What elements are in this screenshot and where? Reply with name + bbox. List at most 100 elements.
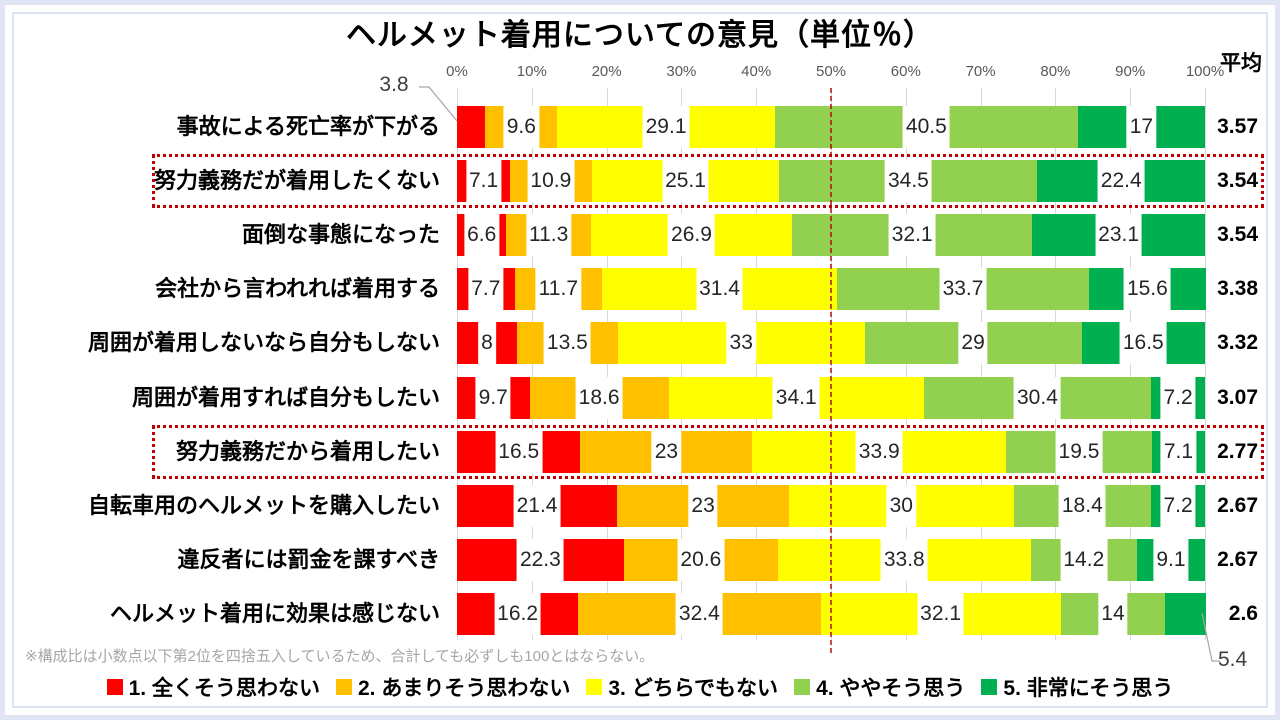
value-label: 40.5 xyxy=(902,106,950,148)
axis-tick-label: 0% xyxy=(446,63,468,80)
value-label: 7.2 xyxy=(1160,485,1196,527)
bar-segment-series5 xyxy=(1165,593,1206,635)
legend-label: 3. どちらでもない xyxy=(608,677,779,700)
average-column-header: 平均 xyxy=(1220,52,1262,75)
value-label: 8 xyxy=(478,322,496,364)
value-label: 19.5 xyxy=(1055,431,1103,473)
value-label: 22.3 xyxy=(516,539,564,581)
value-label: 25.1 xyxy=(662,160,709,202)
value-label: 23.1 xyxy=(1095,214,1143,256)
chart-title: ヘルメット着用についての意見（単位％） xyxy=(345,19,935,52)
value-label: 30 xyxy=(886,485,916,527)
average-value: 3.07 xyxy=(1217,386,1258,409)
axis-tick-label: 70% xyxy=(965,63,996,80)
average-value: 3.32 xyxy=(1217,331,1258,354)
value-label: 7.7 xyxy=(468,268,504,310)
legend-item: 4. ややそう思う xyxy=(794,672,965,702)
value-label: 10.9 xyxy=(527,160,575,202)
category-label: 自転車用のヘルメットを購入したい xyxy=(87,493,440,518)
legend-swatch xyxy=(106,679,123,695)
axis-tick-label: 50% xyxy=(815,63,847,80)
legend-item: 3. どちらでもない xyxy=(586,672,778,702)
category-label: 違反者には罰金を課すべき xyxy=(177,547,440,572)
value-label: 29 xyxy=(958,322,988,364)
category-label: 努力義務だが着用したくない xyxy=(153,168,440,193)
value-label: 9.1 xyxy=(1153,539,1189,581)
gridline xyxy=(457,88,458,640)
highlight-box xyxy=(152,154,1264,208)
average-value: 2.77 xyxy=(1217,440,1258,463)
value-label: 31.4 xyxy=(696,268,743,310)
gridline xyxy=(1055,88,1057,640)
value-label: 7.1 xyxy=(1160,431,1197,473)
gridline xyxy=(756,88,758,640)
value-label: 6.6 xyxy=(464,214,500,256)
category-label: 面倒な事態になった xyxy=(241,222,440,247)
axis-tick-label: 100% xyxy=(1185,63,1225,80)
highlight-box xyxy=(152,425,1264,479)
value-label: 18.6 xyxy=(575,377,623,419)
value-label: 13.5 xyxy=(543,322,591,364)
axis-tick-label: 80% xyxy=(1040,63,1071,80)
value-label: 16.2 xyxy=(494,593,542,635)
value-label: 23 xyxy=(688,485,718,527)
legend-swatch xyxy=(981,679,998,695)
legend-item: 2. あまりそう思わない xyxy=(335,672,571,702)
value-label: 20.6 xyxy=(677,539,725,581)
bar-segment-series1 xyxy=(457,106,486,148)
legend-item: 1. 全くそう思わない xyxy=(106,672,320,702)
gridline xyxy=(1205,88,1206,640)
average-value: 3.38 xyxy=(1217,277,1258,300)
category-label: 努力義務だから着用したい xyxy=(175,439,440,464)
category-label: 事故による死亡率が下がる xyxy=(176,114,440,139)
legend-label: 4. ややそう思う xyxy=(816,677,966,700)
value-label: 32.4 xyxy=(675,593,723,635)
value-label: 16.5 xyxy=(1119,322,1167,364)
legend-swatch xyxy=(586,679,603,695)
value-label: 7.2 xyxy=(1160,377,1196,419)
value-label: 16.5 xyxy=(495,431,543,473)
category-label: 会社から言われれば着用する xyxy=(155,276,440,301)
gridline xyxy=(905,88,907,640)
value-label: 32.1 xyxy=(917,593,965,635)
category-label: ヘルメット着用に効果は感じない xyxy=(109,601,440,626)
gridline xyxy=(606,88,608,640)
category-label: 周囲が着用しないなら自分もしない xyxy=(87,330,440,355)
axis-tick-label: 90% xyxy=(1115,63,1146,80)
value-label: 14 xyxy=(1098,593,1128,635)
gridline xyxy=(980,88,982,640)
value-label: 15.6 xyxy=(1123,268,1171,310)
value-label: 14.2 xyxy=(1060,539,1108,581)
value-label: 33.7 xyxy=(939,268,987,310)
axis-tick-label: 10% xyxy=(516,63,547,80)
callout-label: 5.4 xyxy=(1218,648,1248,671)
gridline xyxy=(1130,88,1132,640)
value-label: 11.7 xyxy=(535,268,582,310)
legend-swatch xyxy=(335,679,352,695)
legend-item: 5. 非常にそう思う xyxy=(981,672,1173,702)
value-label: 18.4 xyxy=(1058,485,1106,527)
footnote: ※構成比は小数点以下第2位を四捨五入しているため、合計しても必ずしも100とはな… xyxy=(25,648,655,665)
value-label: 30.4 xyxy=(1014,377,1061,419)
value-label: 32.1 xyxy=(888,214,936,256)
average-value: 2.67 xyxy=(1217,494,1258,517)
legend-swatch xyxy=(794,679,811,695)
value-label: 11.3 xyxy=(525,214,572,256)
legend-label: 2. あまりそう思わない xyxy=(357,677,571,700)
value-label: 33.8 xyxy=(880,539,928,581)
value-label: 26.9 xyxy=(668,214,715,256)
axis-tick-label: 20% xyxy=(591,63,622,80)
category-label: 周囲が着用すれば自分もしたい xyxy=(131,385,440,410)
value-label: 34.1 xyxy=(772,377,820,419)
axis-tick-label: 40% xyxy=(741,63,772,80)
gridline xyxy=(681,88,683,640)
value-label: 22.4 xyxy=(1097,160,1145,202)
value-label: 17 xyxy=(1126,106,1157,148)
gridline xyxy=(531,88,533,640)
value-label: 7.1 xyxy=(465,160,502,202)
average-value: 3.54 xyxy=(1217,169,1258,192)
value-label: 9.7 xyxy=(475,377,511,419)
value-label: 34.5 xyxy=(884,160,932,202)
value-label: 23 xyxy=(651,431,682,473)
